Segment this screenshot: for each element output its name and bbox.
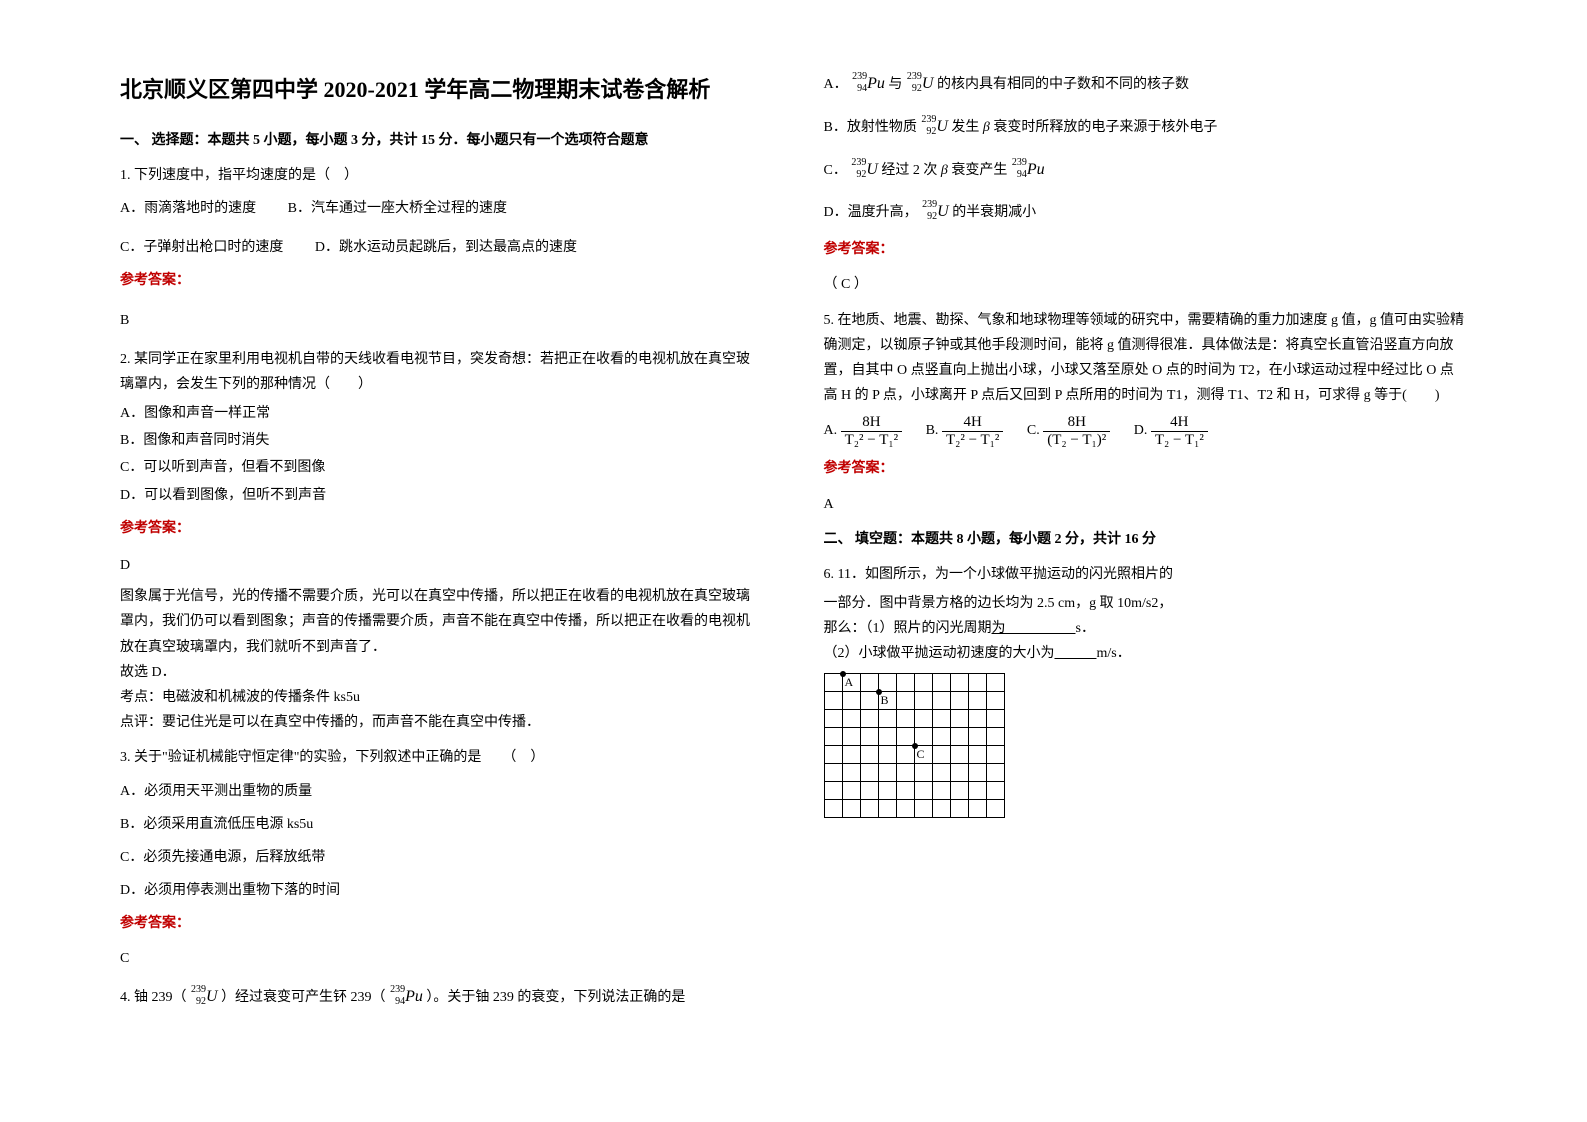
q2-explanation-2: 故选 D． [120,660,764,685]
q6-grid-figure: A B C [824,673,1468,818]
q4-optC: C． 239 92 U 经过 2 次 β 衰变产生 239 94 Pu [824,156,1468,187]
q4-stem: 4. 铀 239（ 239 92 U ）经过衰变可产生钚 239（ 239 94… [120,984,764,1012]
nuclide-pu239-c: 239 94 Pu [1011,162,1045,178]
answer-label-3: 参考答案： [120,911,764,936]
point-b-label: B [881,690,889,712]
nuclide-u239-a: 239 92 U [906,76,934,92]
q4-optA: A． 239 94 Pu 与 239 92 U 的核内具有相同的中子数和不同的核… [824,70,1468,101]
nuclide-pu239-a: 239 94 Pu [851,76,885,92]
q4-optD: D．温度升高， 239 92 U 的半衰期减小 [824,198,1468,229]
q2-stem: 2. 某同学正在家里利用电视机自带的天线收看电视节目，突发奇想：若把正在收看的电… [120,347,764,397]
answer-label-4: 参考答案： [824,237,1468,262]
q1-optC: C．子弹射出枪口时的速度 [120,235,283,260]
q5-answer: A [824,492,1468,517]
q6-line4: （2）小球做平抛运动初速度的大小为 m/s． [824,641,1468,666]
fraction-b: 4H T₂² − T₁² [942,414,1003,448]
q4-stem-mid2: ）。关于铀 239 的衰变，下列说法正确的是 [426,990,685,1005]
fraction-c: 8H (T₂ − T₁)² [1043,414,1110,448]
q4-stem-mid1: ）经过衰变可产生钚 239（ [221,990,386,1005]
q6-line1: 6. 11．如图所示，为一个小球做平抛运动的闪光照相片的 [824,562,1468,587]
q2-optA: A．图像和声音一样正常 [120,401,764,426]
right-column: A． 239 94 Pu 与 239 92 U 的核内具有相同的中子数和不同的核… [824,70,1468,1092]
page-title: 北京顺义区第四中学 2020-2021 学年高二物理期末试卷含解析 [120,70,764,110]
q5-stem: 5. 在地质、地震、勘探、气象和地球物理等领域的研究中，需要精确的重力加速度 g… [824,308,1468,409]
q3-optC: C．必须先接通电源，后释放纸带 [120,845,764,870]
nuclide-u239-c: 239 92 U [850,162,878,178]
q6-line3: 那么：（1）照片的闪光周期为 s． [824,616,1468,641]
q1-stem: 1. 下列速度中，指平均速度的是（ ） [120,163,764,188]
answer-label-5: 参考答案： [824,456,1468,481]
q1-optD: D．跳水运动员起跳后，到达最高点的速度 [315,235,577,260]
q4-optB: B．放射性物质 239 92 U 发生 β 衰变时所释放的电子来源于核外电子 [824,113,1468,144]
nuclide-u239-b: 239 92 U [920,119,948,135]
q2-explanation-1: 图象属于光信号，光的传播不需要介质，光可以在真空中传播，所以把正在收看的电视机放… [120,584,764,660]
section1-header: 一、 选择题：本题共 5 小题，每小题 3 分，共计 15 分．每小题只有一个选… [120,128,764,153]
q4-stem-prefix: 4. 铀 239（ [120,990,187,1005]
point-a-label: A [845,672,854,694]
q3-answer: C [120,946,764,971]
q6-line2: 一部分．图中背景方格的边长均为 2.5 cm，g 取 10m/s2， [824,591,1468,616]
q5-optB: B. 4H T₂² − T₁² [926,414,1004,448]
q1-optA: A．雨滴落地时的速度 [120,196,256,221]
q5-optA: A. 8H T₂² − T₁² [824,414,903,448]
nuclide-pu239: 239 94 Pu [389,989,423,1005]
q5-optC: C. 8H (T₂ − T₁)² [1027,414,1110,448]
nuclide-u239-d: 239 92 U [921,204,949,220]
left-column: 北京顺义区第四中学 2020-2021 学年高二物理期末试卷含解析 一、 选择题… [120,70,764,1092]
section2-header: 二、 填空题：本题共 8 小题，每小题 2 分，共计 16 分 [824,527,1468,552]
point-c-label: C [917,744,925,766]
q5-options: A. 8H T₂² − T₁² B. 4H T₂² − T₁² C. 8H (T… [824,414,1468,448]
q3-optD: D．必须用停表测出重物下落的时间 [120,878,764,903]
q3-optA: A．必须用天平测出重物的质量 [120,779,764,804]
q2-answer: D [120,553,764,578]
q1-optB: B．汽车通过一座大桥全过程的速度 [288,196,507,221]
q4-answer: （ C ） [824,272,1468,297]
fraction-d: 4H T₂ − T₁² [1151,414,1208,448]
q1-answer: B [120,308,764,333]
fraction-a: 8H T₂² − T₁² [841,414,902,448]
q3-optB: B．必须采用直流低压电源 ks5u [120,812,764,837]
q5-optD: D. 4H T₂ − T₁² [1134,414,1208,448]
q2-optC: C．可以听到声音，但看不到图像 [120,455,764,480]
q3-stem: 3. 关于"验证机械能守恒定律"的实验，下列叙述中正确的是 （ ） [120,745,764,770]
answer-label-1: 参考答案： [120,268,764,293]
q2-explanation-4: 点评：要记住光是可以在真空中传播的，而声音不能在真空中传播． [120,710,764,735]
q2-optD: D．可以看到图像，但听不到声音 [120,483,764,508]
q2-explanation-3: 考点：电磁波和机械波的传播条件 ks5u [120,685,764,710]
answer-label-2: 参考答案： [120,516,764,541]
q2-optB: B．图像和声音同时消失 [120,428,764,453]
nuclide-u239: 239 92 U [190,989,218,1005]
